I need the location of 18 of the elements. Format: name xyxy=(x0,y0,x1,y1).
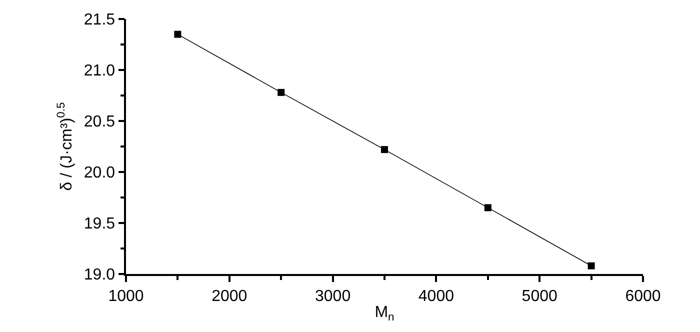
y-tick-label: 20.5 xyxy=(84,114,116,131)
point xyxy=(588,262,595,270)
x-tick-label: 5000 xyxy=(522,288,558,305)
y-tick-label: 21.5 xyxy=(84,12,116,29)
x-tick-label: 6000 xyxy=(625,288,661,305)
y-tick-label: 19.5 xyxy=(84,216,116,233)
point xyxy=(484,204,492,212)
point xyxy=(381,146,388,154)
y-tick-label: 19.0 xyxy=(84,266,116,284)
x-tick-label: 1000 xyxy=(108,288,144,305)
x-tick-label: 3000 xyxy=(315,288,351,305)
x-tick-label: 4000 xyxy=(418,288,454,305)
y-tick-label: 21.0 xyxy=(84,62,116,80)
x-tick-label: 2000 xyxy=(212,288,248,305)
point xyxy=(174,30,182,38)
y-tick-label: 20.0 xyxy=(84,164,116,182)
x-axis-title: M$_{n}$ xyxy=(374,304,394,324)
point xyxy=(278,88,285,96)
